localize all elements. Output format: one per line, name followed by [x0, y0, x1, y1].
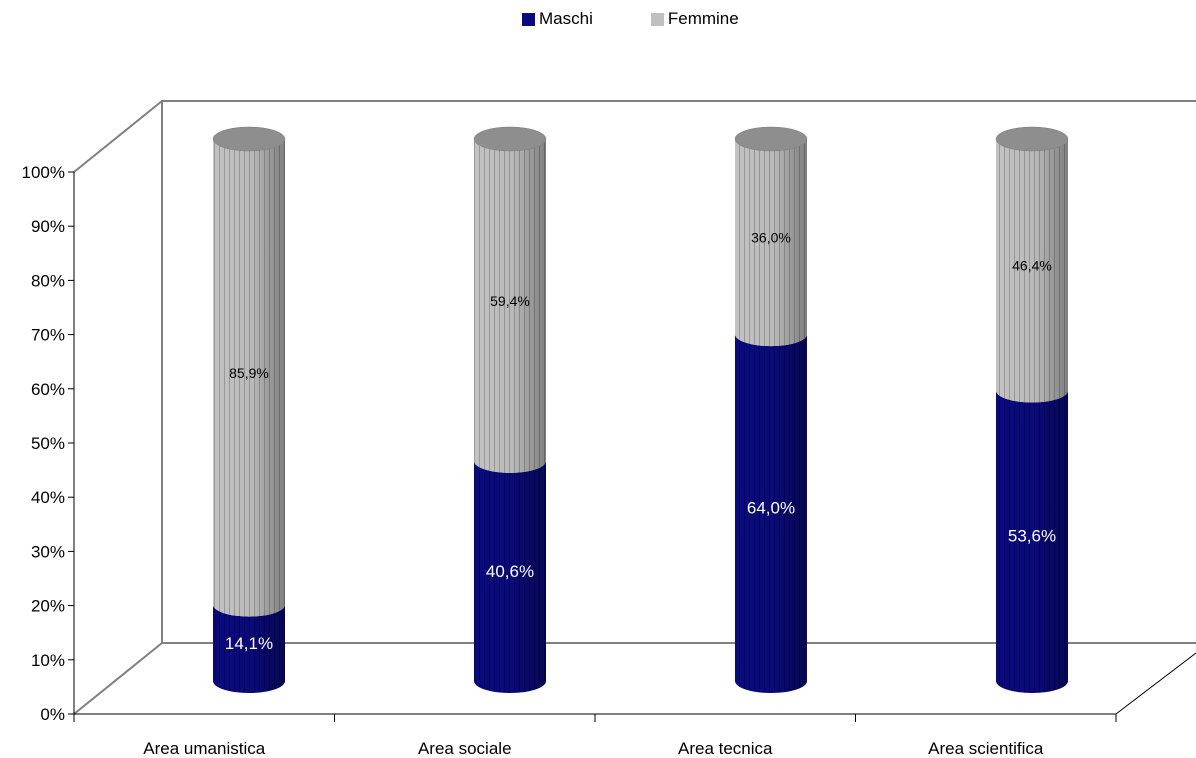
legend-label-maschi: Maschi	[539, 9, 593, 28]
data-label-maschi: 40,6%	[486, 562, 534, 581]
y-tick-label: 50%	[31, 434, 65, 453]
cylinder-top-cap	[212, 126, 286, 152]
legend-label-femmine: Femmine	[667, 9, 739, 28]
data-label-femmine: 59,4%	[490, 293, 530, 309]
chart-legend: Maschi Femmine	[522, 9, 797, 29]
legend-swatch-maschi	[522, 12, 535, 26]
y-tick-label: 80%	[31, 271, 65, 290]
cylinder-area-scientifica: 53,6% 46,4%	[995, 126, 1069, 693]
data-label-maschi: 53,6%	[1008, 527, 1056, 546]
cylinder-area-umanistica: 14,1% 85,9%	[212, 126, 286, 693]
x-tick-label: Area tecnica	[678, 739, 773, 758]
bar-segment-shade	[474, 460, 546, 693]
legend-swatch-femmine	[650, 12, 664, 26]
legend-item-maschi: Maschi	[522, 9, 593, 29]
x-axis: Area umanistica Area sociale Area tecnica A…	[73, 713, 1117, 758]
bar-segment-shade	[474, 139, 546, 473]
legend-item-femmine: Femmine	[650, 9, 739, 29]
y-tick-label: 20%	[31, 597, 65, 616]
cylinder-area-sociale: 40,6% 59,4%	[473, 126, 547, 693]
data-label-maschi: 64,0%	[747, 499, 795, 518]
data-label-femmine: 46,4%	[1012, 258, 1052, 274]
cylinder-top-cap	[473, 126, 547, 152]
y-tick-label: 60%	[31, 380, 65, 399]
floor-right-edge	[1115, 652, 1196, 715]
y-tick-label: 90%	[31, 217, 65, 236]
bar-segment-shade	[213, 139, 285, 617]
bars: 14,1% 85,9% 40,6% 59,4% 64,0% 36,0% 53,6% 46,4%	[212, 126, 1069, 693]
x-tick-label: Area umanistica	[143, 739, 265, 758]
side-wall-top-edge	[73, 100, 163, 173]
chart-frame	[73, 100, 1196, 715]
bar-segment-shade	[996, 139, 1068, 403]
y-tick-label: 0%	[40, 705, 65, 724]
bar-segment-shade	[735, 139, 807, 347]
floor-back-edge	[73, 642, 1196, 715]
bar-segment-shade	[213, 604, 285, 693]
x-tick-label: Area scientifica	[928, 739, 1044, 758]
y-tick-label: 30%	[31, 542, 65, 561]
bar-segment-shade	[996, 390, 1068, 693]
cylinder-top-cap	[734, 126, 808, 152]
y-tick-label: 10%	[31, 651, 65, 670]
cylinder-top-cap	[995, 126, 1069, 152]
data-label-femmine: 36,0%	[751, 230, 791, 246]
data-label-femmine: 85,9%	[229, 365, 269, 381]
y-axis: 0% 10% 20% 30% 40% 50% 60% 70% 80% 90% 100%	[22, 163, 75, 724]
y-tick-label: 70%	[31, 326, 65, 345]
y-tick-label: 100%	[22, 163, 65, 182]
y-tick-label: 40%	[31, 488, 65, 507]
x-tick-label: Area sociale	[418, 739, 512, 758]
cylinder-area-tecnica: 64,0% 36,0%	[734, 126, 808, 693]
data-label-maschi: 14,1%	[225, 634, 273, 653]
bar-segment-shade	[735, 334, 807, 693]
